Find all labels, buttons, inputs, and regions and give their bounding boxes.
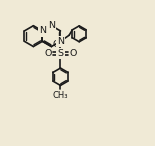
- Text: O: O: [69, 49, 77, 58]
- Text: CH₃: CH₃: [53, 91, 68, 100]
- Text: Cl: Cl: [52, 40, 61, 49]
- Text: N: N: [48, 21, 55, 30]
- Text: N: N: [57, 37, 64, 46]
- Text: O: O: [44, 49, 52, 58]
- Text: N: N: [39, 26, 46, 35]
- Text: S: S: [58, 49, 63, 58]
